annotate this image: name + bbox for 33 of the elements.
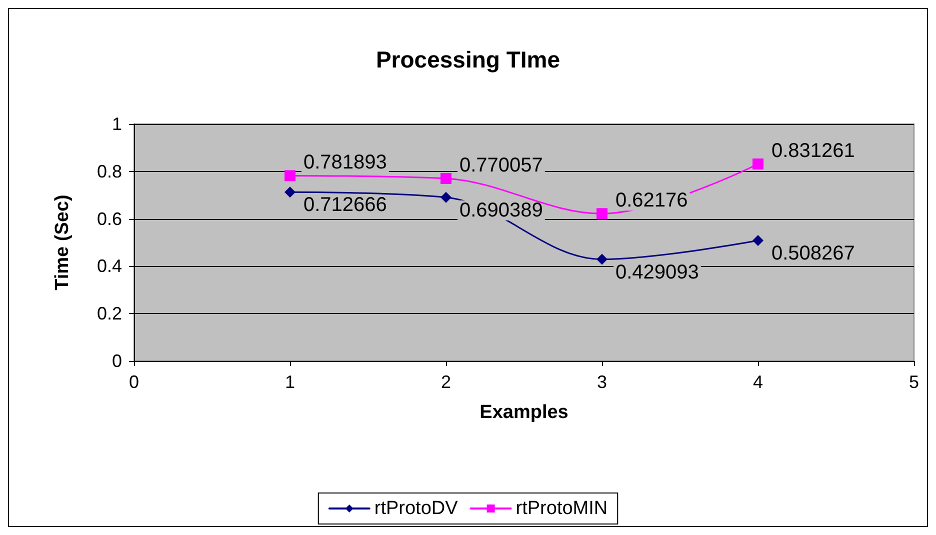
legend-label: rtProtoMIN <box>516 498 608 519</box>
x-tick-label: 5 <box>908 372 920 392</box>
data-label: 0.831261 <box>772 140 855 162</box>
y-tick-label: 0.2 <box>96 304 122 324</box>
data-label: 0.770057 <box>460 154 543 176</box>
point <box>284 170 296 182</box>
x-tick-label: 0 <box>128 372 140 392</box>
data-label: 0.781893 <box>304 152 387 174</box>
y-tick-label: 1 <box>112 114 122 134</box>
point <box>752 235 764 246</box>
point <box>284 186 296 198</box>
point <box>752 158 764 170</box>
chart-title: Processing TIme <box>376 46 560 72</box>
data-label: 0.712666 <box>304 194 387 216</box>
point <box>440 192 452 203</box>
x-tick-label: 2 <box>440 372 452 392</box>
point <box>596 254 608 265</box>
data-label: 0.429093 <box>616 261 699 284</box>
y-tick-label: 0.8 <box>96 161 122 182</box>
y-tick-label: 0.4 <box>96 256 122 276</box>
x-tick-label: 3 <box>596 372 608 392</box>
y-tick-label: 0 <box>112 351 122 371</box>
data-label: 0.508267 <box>772 242 855 265</box>
y-tick-label: 0.6 <box>96 208 122 229</box>
point <box>440 172 452 184</box>
x-tick-label: 4 <box>752 372 764 392</box>
y-axis-title: Time (Sec) <box>52 194 73 290</box>
data-label: 0.62176 <box>616 190 688 212</box>
point <box>596 208 608 220</box>
x-axis-title: Examples <box>480 402 568 423</box>
legend-label: rtProtoDV <box>374 498 458 519</box>
data-label: 0.690389 <box>460 199 543 222</box>
x-tick-label: 1 <box>284 372 296 392</box>
